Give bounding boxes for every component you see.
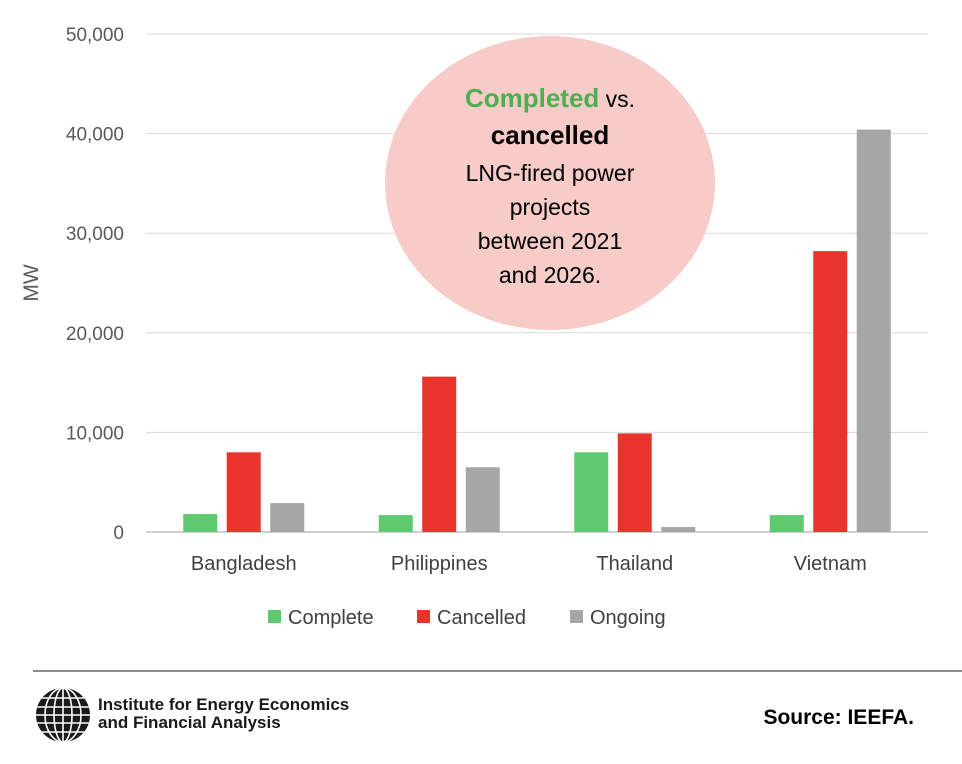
category-label: Philippines xyxy=(391,553,488,575)
organization-name: Institute for Energy Economics and Finan… xyxy=(98,696,349,732)
bubble-line-5: between 2021 xyxy=(478,228,623,254)
bubble-line-6: and 2026. xyxy=(499,262,601,288)
category-label: Thailand xyxy=(596,553,673,575)
bars xyxy=(183,129,891,533)
y-axis-title: MW xyxy=(20,264,43,301)
ieefa-logo: Institute for Energy Economics and Finan… xyxy=(34,686,374,744)
bar xyxy=(183,514,218,532)
bar xyxy=(270,503,305,532)
y-tick-label: 0 xyxy=(113,523,124,544)
y-tick-labels: 0 10,000 20,000 30,000 40,000 50,000 xyxy=(66,25,124,544)
org-line-1: Institute for Energy Economics xyxy=(98,695,350,714)
legend: Complete Cancelled Ongoing xyxy=(268,607,666,629)
bubble-line-4: projects xyxy=(510,194,591,220)
bar xyxy=(617,433,652,532)
annotation-bubble: Completed vs. cancelled LNG-fired power … xyxy=(385,36,715,330)
legend-label: Complete xyxy=(288,607,374,629)
y-tick-label: 40,000 xyxy=(66,125,124,146)
bar xyxy=(226,452,261,532)
footer-divider xyxy=(33,670,962,672)
bar xyxy=(574,452,609,532)
legend-swatch xyxy=(417,610,430,623)
bar xyxy=(378,515,413,532)
bar xyxy=(769,515,804,532)
category-labels: Bangladesh Philippines Thailand Vietnam xyxy=(191,553,867,575)
cancelled-word: cancelled xyxy=(491,120,610,150)
source-note: Source: IEEFA. xyxy=(763,706,914,729)
y-tick-label: 10,000 xyxy=(66,423,124,444)
bubble-line-3: LNG-fired power xyxy=(466,160,635,186)
legend-swatch xyxy=(268,610,281,623)
bar xyxy=(813,251,848,533)
y-tick-label: 30,000 xyxy=(66,224,124,245)
legend-swatch xyxy=(570,610,583,623)
y-tick-label: 50,000 xyxy=(66,25,124,46)
y-tick-label: 20,000 xyxy=(66,324,124,345)
globe-icon xyxy=(36,688,90,742)
bar xyxy=(661,527,696,532)
bar xyxy=(422,376,457,532)
legend-label: Cancelled xyxy=(437,607,526,629)
bubble-line-1: Completed vs. xyxy=(465,83,635,113)
bar xyxy=(856,129,891,532)
bar xyxy=(465,467,500,532)
category-label: Vietnam xyxy=(794,553,867,575)
annotation-ellipse xyxy=(385,36,715,330)
legend-label: Ongoing xyxy=(590,607,666,629)
bar-chart: 0 10,000 20,000 30,000 40,000 50,000 MW Bangl… xyxy=(20,25,928,629)
org-line-2: and Financial Analysis xyxy=(98,713,281,732)
vs-word: vs. xyxy=(599,86,635,112)
completed-word: Completed xyxy=(465,83,599,113)
category-label: Bangladesh xyxy=(191,553,297,575)
